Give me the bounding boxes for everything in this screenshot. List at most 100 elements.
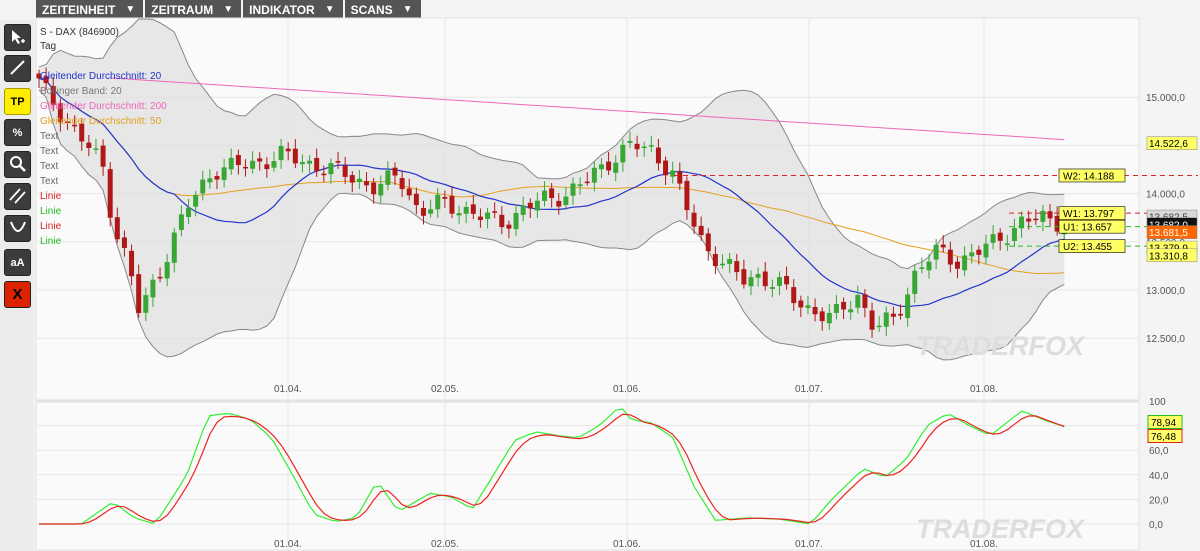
text-size-icon: aA bbox=[10, 256, 25, 269]
candlestick bbox=[798, 295, 804, 317]
x-axis-tick-oscillator: 01.06. bbox=[613, 539, 641, 550]
price-tag-box bbox=[1146, 248, 1198, 263]
candlestick bbox=[698, 216, 704, 241]
candlestick bbox=[378, 175, 384, 204]
candlestick bbox=[947, 241, 953, 273]
legend-item: Gleitender Durchschnitt: 200 bbox=[40, 101, 167, 112]
candlestick bbox=[898, 304, 904, 320]
candlestick bbox=[549, 183, 555, 208]
menu-indikator[interactable]: INDIKATOR ▼ bbox=[243, 0, 343, 19]
candlestick bbox=[926, 254, 932, 279]
candlestick bbox=[727, 252, 733, 274]
menu-zeitraum[interactable]: ZEITRAUM ▼ bbox=[145, 0, 242, 19]
candlestick bbox=[741, 259, 747, 289]
channel-tool[interactable] bbox=[4, 183, 31, 210]
curve-tool[interactable] bbox=[4, 215, 31, 242]
candlestick bbox=[371, 177, 377, 204]
candlestick bbox=[584, 171, 590, 186]
candlestick bbox=[905, 287, 911, 327]
candlestick bbox=[841, 297, 847, 320]
bollinger-lower-line bbox=[38, 89, 1065, 361]
level-label-box bbox=[1058, 239, 1126, 253]
candlestick bbox=[463, 201, 469, 224]
candlestick bbox=[720, 254, 726, 269]
menu-label: ZEITEINHEIT bbox=[42, 2, 116, 17]
menu-label: INDIKATOR bbox=[249, 2, 315, 17]
candlestick bbox=[228, 148, 234, 175]
candlestick bbox=[577, 177, 583, 195]
candlestick bbox=[570, 177, 576, 205]
menu-scans[interactable]: SCANS ▼ bbox=[344, 0, 421, 19]
pointer-tool[interactable] bbox=[4, 24, 31, 51]
candlestick bbox=[456, 205, 462, 224]
candlestick bbox=[563, 187, 569, 210]
chevron-down-icon: ▼ bbox=[223, 4, 234, 15]
percent-icon: % bbox=[12, 126, 23, 139]
line-icon bbox=[8, 58, 27, 80]
chevron-down-icon: ▼ bbox=[125, 4, 136, 15]
legend-item: Gleitender Durchschnitt: 20 bbox=[40, 71, 162, 82]
x-axis-tick-oscillator: 02.05. bbox=[431, 539, 459, 550]
candlestick bbox=[328, 158, 334, 184]
ma200-line bbox=[110, 77, 1065, 141]
zoom-tool[interactable] bbox=[4, 151, 31, 178]
price-tag-box bbox=[1146, 225, 1198, 239]
candlestick bbox=[769, 279, 775, 298]
candlestick bbox=[193, 190, 199, 217]
legend-item: Text bbox=[40, 176, 59, 187]
candlestick bbox=[114, 207, 120, 244]
candlestick bbox=[43, 67, 49, 91]
candlestick bbox=[485, 207, 491, 229]
legend-item: Text bbox=[40, 161, 59, 172]
candlestick bbox=[520, 196, 526, 222]
candlestick bbox=[164, 253, 170, 287]
candlestick bbox=[207, 169, 213, 189]
candlestick bbox=[762, 261, 768, 291]
tp-tool[interactable]: TP bbox=[4, 88, 31, 115]
candlestick bbox=[748, 270, 754, 296]
candlestick bbox=[819, 307, 825, 331]
line-tool[interactable] bbox=[4, 55, 31, 82]
candlestick bbox=[513, 204, 519, 236]
candlestick bbox=[826, 304, 832, 331]
candlestick bbox=[933, 239, 939, 269]
candlestick bbox=[36, 69, 42, 89]
candlestick bbox=[392, 162, 398, 185]
candlestick bbox=[534, 192, 540, 218]
candlestick bbox=[855, 285, 861, 314]
candlestick bbox=[940, 235, 946, 253]
oscillator-value: 78,94 bbox=[1151, 418, 1176, 429]
level-label: U1: 13.657 bbox=[1063, 223, 1112, 234]
text-size-tool[interactable]: aA bbox=[4, 249, 31, 276]
candlestick bbox=[100, 139, 106, 176]
candlestick bbox=[93, 138, 99, 154]
candlestick bbox=[776, 271, 782, 296]
candlestick bbox=[1040, 204, 1046, 232]
menu-label: SCANS bbox=[350, 2, 393, 17]
x-axis-tick-oscillator: 01.07. bbox=[795, 539, 823, 550]
candlestick bbox=[435, 187, 441, 219]
watermark: TRADERFOX bbox=[916, 331, 1086, 361]
oscillator-y-tick: 40,0 bbox=[1149, 471, 1169, 482]
candlestick bbox=[919, 257, 925, 274]
candlestick bbox=[1004, 234, 1010, 252]
candlestick bbox=[214, 171, 220, 190]
candlestick bbox=[86, 134, 92, 157]
legend-item: Text bbox=[40, 131, 59, 142]
price-chart[interactable]: W2: 14.188 W1: 13.797 U1: 13.657 U2: 13.455… bbox=[34, 0, 1200, 551]
legend-item: Gleitender Durchschnitt: 50 bbox=[40, 116, 162, 127]
percent-tool[interactable]: % bbox=[4, 119, 31, 146]
candlestick bbox=[449, 186, 455, 219]
delete-tool[interactable]: X bbox=[4, 281, 31, 308]
oscillator-slow-line bbox=[39, 413, 1065, 525]
menu-zeiteinheit[interactable]: ZEITEINHEIT ▼ bbox=[36, 0, 144, 19]
x-axis-tick-oscillator: 01.08. bbox=[970, 539, 998, 550]
candlestick bbox=[428, 199, 434, 218]
magnifier-icon bbox=[8, 154, 27, 176]
chart-title: S - DAX (846900) bbox=[40, 27, 119, 38]
candlestick bbox=[634, 135, 640, 158]
drawing-toolbar: TP% aA X bbox=[0, 20, 34, 551]
candlestick bbox=[670, 161, 676, 184]
candlestick bbox=[477, 208, 483, 228]
watermark-oscillator: TRADERFOX bbox=[916, 514, 1086, 544]
